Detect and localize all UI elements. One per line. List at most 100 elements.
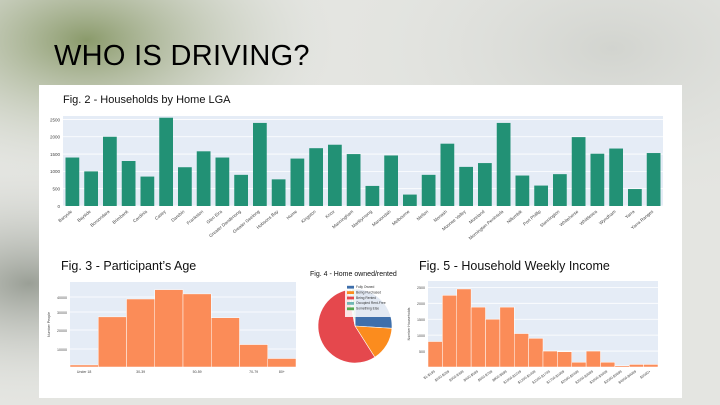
fig2-bar <box>140 176 155 206</box>
fig2-bar <box>290 158 305 206</box>
fig2-bar <box>365 185 380 206</box>
fig2-xtick-label: Stonnington <box>539 209 561 229</box>
fig2-bar <box>440 143 455 206</box>
fig3-ylabel: Number People <box>47 312 51 337</box>
fig4-slice <box>317 289 376 364</box>
fig3-xtick-label: 70-79 <box>249 370 258 374</box>
fig3-ytick-label: 40000 <box>57 296 67 300</box>
fig2-bar <box>271 179 286 206</box>
fig3-bar <box>98 316 127 368</box>
fig2-bar <box>534 185 548 206</box>
fig2-bar <box>328 144 342 206</box>
fig2-bar <box>403 194 417 206</box>
fig2-ytick-label: 500 <box>52 186 60 191</box>
fig2-ytick-label: 1000 <box>50 169 61 174</box>
fig2-xtick-label: Melbourne <box>391 209 411 227</box>
fig2-bar <box>346 154 361 206</box>
fig5-ytick-label: 1000 <box>417 334 425 338</box>
fig3-xtick-label: Under 18 <box>77 370 91 374</box>
fig2-bar <box>459 166 473 206</box>
fig2-xtick-label: Yarra <box>624 209 636 220</box>
fig5-bar <box>442 295 457 368</box>
fig2-xtick-label: Melton <box>416 209 430 222</box>
fig2-xtick-label: Darebin <box>170 209 186 223</box>
fig2-bar <box>628 189 642 206</box>
fig2-bar <box>178 167 192 206</box>
fig2-ytick-label: 2500 <box>50 117 61 122</box>
fig5-xtick-label: $300-$399 <box>448 370 464 383</box>
fig3-bar <box>69 364 99 368</box>
fig5-chart: 500 1000 1500 2000 2500 $1-$199$200-$299$300-… <box>407 281 659 385</box>
fig5-bar <box>600 361 616 368</box>
fig2-xtick-label: Greater Dandenong <box>208 209 242 239</box>
fig3-title: Fig. 3 - Participant’s Age <box>61 259 197 273</box>
fig2-bar <box>421 174 436 206</box>
fig5-bar <box>557 351 572 368</box>
fig4-legend-label: Something Else <box>356 307 379 311</box>
slide-title: WHO IS DRIVING? <box>54 40 310 72</box>
fig5-bar <box>427 341 443 368</box>
fig5-ytick-label: 2000 <box>417 302 425 306</box>
fig5-bar <box>456 288 472 368</box>
fig5-bar <box>614 365 630 368</box>
fig2-bar <box>384 155 398 206</box>
fig2-xtick-label: Wyndham <box>598 209 617 226</box>
fig2-bar <box>590 153 605 206</box>
fig2-bar <box>515 175 530 206</box>
fig4-legend-swatch <box>347 285 354 289</box>
fig2-xtick-label: Moreland <box>468 209 486 225</box>
fig5-bar <box>585 350 601 368</box>
fig2-bar <box>103 136 117 206</box>
fig2-bar <box>253 122 267 206</box>
fig4-legend-label: Being Rented <box>356 296 376 300</box>
fig2-xtick-label: Whittlesea <box>579 209 599 227</box>
fig5-bar <box>485 318 501 368</box>
fig2-chart: 0 500 1000 1500 2000 2500 Banyule BaysideBoroon… <box>50 116 663 241</box>
fig2-xtick-label: Frankston <box>186 209 205 226</box>
fig2-bar <box>84 171 98 206</box>
fig2-bar <box>121 161 136 206</box>
fig2-xtick-label: Bayside <box>76 209 92 223</box>
fig3-xtick-label: 50-59 <box>193 370 202 374</box>
fig4-legend-swatch <box>347 296 354 300</box>
fig2-bar <box>571 137 586 206</box>
fig3-ytick-label: 20000 <box>57 329 67 333</box>
fig5-bar <box>514 333 529 368</box>
fig2-xtick-label: Kingston <box>300 209 317 224</box>
fig2-xtick-label: Boroondara <box>89 209 111 228</box>
fig3-xtick-label: 30-39 <box>136 370 145 374</box>
fig2-bar <box>609 148 623 206</box>
fig4-legend-swatch <box>347 307 354 311</box>
fig2-xtick-label: Maroondah <box>371 209 392 228</box>
fig2-bar <box>309 148 323 206</box>
fig2-xtick-label: Brimbank <box>111 208 129 225</box>
fig2-xtick-label: Banyule <box>57 209 73 224</box>
fig3-ytick-label: 10000 <box>57 348 67 352</box>
fig2-xtick-label: Monash <box>433 209 449 223</box>
fig3-bar <box>154 289 184 368</box>
fig5-xtick-label: $1-$199 <box>423 370 436 381</box>
fig3-ytick-label: 30000 <box>57 311 67 315</box>
fig5-title: Fig. 5 - Household Weekly Income <box>419 259 610 273</box>
fig4-legend-swatch <box>347 302 354 305</box>
fig3-bar <box>239 344 268 368</box>
fig5-bar <box>470 306 486 368</box>
fig2-ytick-label: 2000 <box>50 135 61 140</box>
fig2-xtick-label: Casey <box>154 208 168 221</box>
fig3-chart: 10000 20000 30000 40000 Under 18 30-39 50-59 70… <box>47 282 297 374</box>
fig2-ytick-label: 0 <box>57 204 60 209</box>
fig3-bar <box>126 298 155 368</box>
fig4-legend-swatch <box>347 291 354 294</box>
fig5-bar <box>629 364 644 368</box>
fig2-xtick-label: Maribyrnong <box>351 209 374 229</box>
fig2-bar <box>215 157 230 206</box>
fig2-bar <box>234 174 248 206</box>
fig5-xtick-label: $5000+ <box>639 370 651 380</box>
fig5-bar <box>542 350 558 368</box>
fig4-legend-box <box>345 284 391 317</box>
fig5-bar <box>571 361 587 368</box>
fig2-bar <box>496 122 511 206</box>
fig2-xtick-label: Knox <box>324 208 336 219</box>
